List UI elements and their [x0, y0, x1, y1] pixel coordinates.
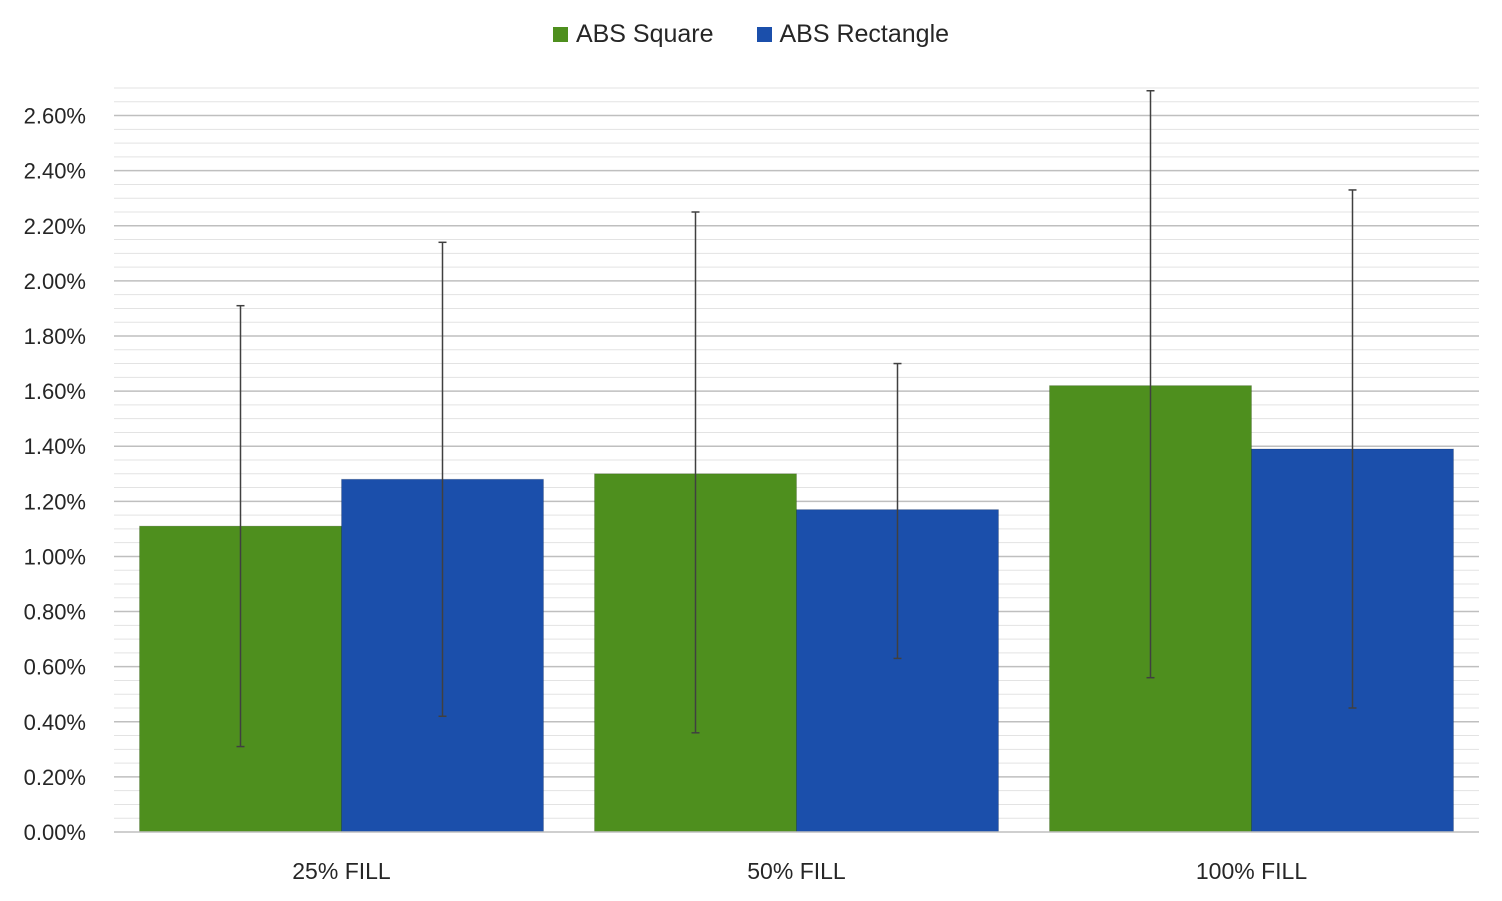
legend-label-abs-rectangle: ABS Rectangle [779, 20, 950, 48]
y-tick-label: 1.00% [24, 544, 86, 569]
y-tick-label: 2.60% [24, 104, 86, 129]
x-tick-label: 25% FILL [292, 858, 391, 884]
y-tick-label: 1.60% [24, 379, 86, 404]
y-tick-label: 1.80% [24, 324, 86, 349]
y-tick-label: 0.40% [24, 710, 86, 735]
legend-swatch-abs-square [552, 27, 568, 42]
y-tick-label: 0.80% [24, 600, 86, 625]
y-tick-label: 2.00% [24, 269, 86, 294]
x-tick-label: 50% FILL [747, 858, 846, 884]
y-tick-label: 0.20% [24, 765, 86, 790]
legend-swatch-abs-rectangle [756, 27, 772, 42]
y-tick-label: 2.20% [24, 214, 86, 239]
legend-item-abs-rectangle: ABS Rectangle [756, 20, 950, 49]
y-tick-label: 2.40% [24, 159, 86, 184]
legend-item-abs-square: ABS Square [552, 20, 714, 49]
legend: ABS Square ABS Rectangle [0, 20, 1502, 49]
x-tick-label: 100% FILL [1196, 858, 1307, 884]
legend-label-abs-square: ABS Square [575, 20, 714, 48]
y-tick-label: 1.20% [24, 489, 86, 514]
y-tick-label: 1.40% [24, 434, 86, 459]
y-tick-label: 0.00% [24, 820, 86, 845]
y-tick-label: 0.60% [24, 655, 86, 680]
